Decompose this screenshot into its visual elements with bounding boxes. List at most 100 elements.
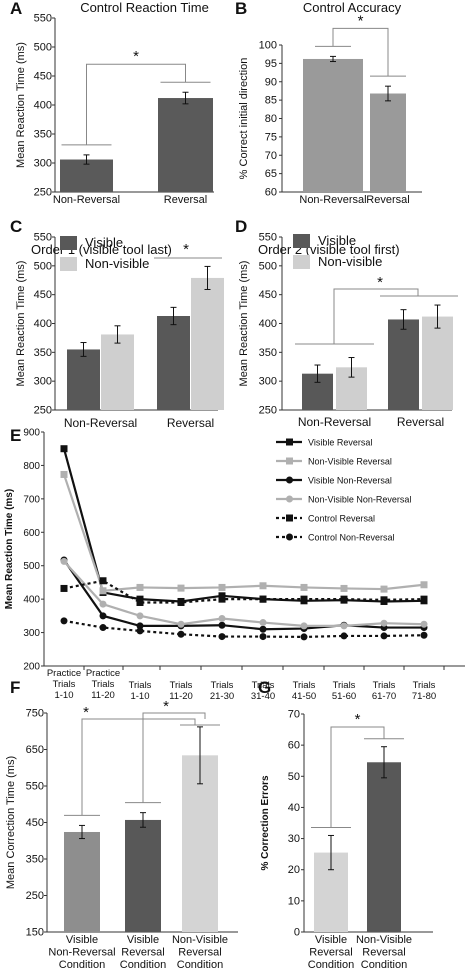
data-point xyxy=(420,620,428,628)
x-tick-label: Trials xyxy=(293,680,316,691)
category-label: Non-Reversal xyxy=(298,415,371,429)
y-tick-label: 350 xyxy=(34,347,52,359)
data-point xyxy=(300,595,308,603)
bar xyxy=(158,98,213,192)
y-tick-label: 250 xyxy=(34,187,52,199)
chart-title: Control Accuracy xyxy=(303,0,402,15)
series-line xyxy=(63,619,425,639)
data-point xyxy=(99,624,107,632)
legend-marker xyxy=(286,495,293,503)
x-tick-label: Trials xyxy=(373,680,396,691)
category-label: Non-Visible xyxy=(172,934,228,946)
y-tick-label: 300 xyxy=(34,158,52,170)
data-point xyxy=(136,622,144,630)
legend-label: Non-Visible Reversal xyxy=(308,457,392,467)
series-line xyxy=(63,559,424,631)
chart-title: Control Reaction Time xyxy=(80,0,209,15)
x-tick-label: 21-30 xyxy=(210,691,234,702)
series-line xyxy=(62,474,425,592)
bar-non-visible xyxy=(422,316,453,410)
data-point xyxy=(380,585,388,593)
x-tick-label: Practice xyxy=(86,668,120,679)
panel-letter: A xyxy=(10,0,22,18)
data-point xyxy=(340,584,348,592)
y-tick-label: 500 xyxy=(34,260,52,272)
data-point xyxy=(136,627,144,635)
series-line xyxy=(63,579,425,604)
y-tick-label: 0 xyxy=(294,927,300,939)
significance-star: * xyxy=(358,12,364,29)
legend-marker xyxy=(286,476,293,484)
sig-bracket xyxy=(86,63,186,145)
series-line xyxy=(63,560,425,627)
legend-swatch xyxy=(60,257,77,271)
panel-G: G 0 10 20 30 40 50 60 70 % Correction Errors Visib… xyxy=(258,678,433,971)
category-label: Non-Reversal xyxy=(53,194,120,206)
bar xyxy=(370,93,406,192)
legend-marker xyxy=(286,533,293,541)
panel-F: F 150 250 350 450 550 650 750 Mean Correction Ti… xyxy=(5,678,238,971)
category-label: Non-Reversal xyxy=(299,194,366,206)
data-point xyxy=(218,583,226,591)
y-tick-label: 85 xyxy=(265,95,277,107)
y-tick-label: 75 xyxy=(265,131,277,143)
panel-letter: G xyxy=(258,678,271,697)
data-point xyxy=(60,445,68,453)
series-line xyxy=(62,448,425,603)
y-tick-label: 350 xyxy=(34,129,52,141)
data-point xyxy=(259,619,267,627)
significance-star: * xyxy=(133,48,139,65)
category-label: Reversal xyxy=(121,947,164,959)
category-label: Condition xyxy=(120,959,166,971)
data-point xyxy=(136,612,144,620)
data-point xyxy=(218,621,226,629)
legend-label: Visible xyxy=(85,235,123,250)
y-tick-label: 50 xyxy=(288,771,300,783)
data-point xyxy=(259,595,267,603)
y-tick-label: 150 xyxy=(26,927,44,939)
x-tick-label: Trials xyxy=(129,680,152,691)
sig-bracket xyxy=(81,718,196,816)
category-label: Visible xyxy=(315,934,347,946)
panel-B: B 60 65 70 75 80 85 90 95 100 % Correct initial di… xyxy=(235,0,422,206)
y-tick-label: 750 xyxy=(26,708,44,720)
legend-label: Visible Reversal xyxy=(308,438,372,448)
y-tick-label: 500 xyxy=(34,42,52,54)
category-label: Visible xyxy=(127,934,159,946)
y-tick-label: 60 xyxy=(265,187,277,199)
legend-swatch xyxy=(293,234,310,248)
x-tick-label: 31-40 xyxy=(251,691,275,702)
y-tick-label: 550 xyxy=(26,781,44,793)
y-tick-label: 450 xyxy=(34,71,52,83)
bar xyxy=(64,831,100,932)
y-tick-label: 400 xyxy=(259,318,277,330)
y-tick-label: 400 xyxy=(23,595,40,606)
data-point xyxy=(177,620,185,628)
category-label: Reversal xyxy=(309,947,352,959)
y-tick-label: 400 xyxy=(34,318,52,330)
data-point xyxy=(99,577,107,585)
data-point xyxy=(60,470,68,478)
sig-bracket xyxy=(332,27,389,77)
y-tick-label: 10 xyxy=(288,895,300,907)
x-tick-label: 11-20 xyxy=(169,691,193,702)
bar-visible xyxy=(67,349,100,410)
data-point xyxy=(259,625,267,633)
y-tick-label: 100 xyxy=(259,40,277,52)
bar xyxy=(125,819,161,932)
data-point xyxy=(300,583,308,591)
data-point xyxy=(177,584,185,592)
bar xyxy=(303,58,363,193)
panel-letter: D xyxy=(235,217,247,236)
y-tick-label: 500 xyxy=(259,260,277,272)
data-point xyxy=(99,600,107,608)
panel-A: A 250 300 350 400 450 500 550 Mean Reaction Time… xyxy=(10,0,214,206)
bar xyxy=(182,755,218,932)
category-label: Condition xyxy=(59,959,105,971)
y-tick-label: 650 xyxy=(26,744,44,756)
x-tick-label: Trials xyxy=(333,680,356,691)
y-tick-label: 300 xyxy=(23,628,40,639)
x-tick-label: 1-10 xyxy=(54,690,73,701)
y-tick-label: 250 xyxy=(34,405,52,417)
data-point xyxy=(60,557,68,565)
